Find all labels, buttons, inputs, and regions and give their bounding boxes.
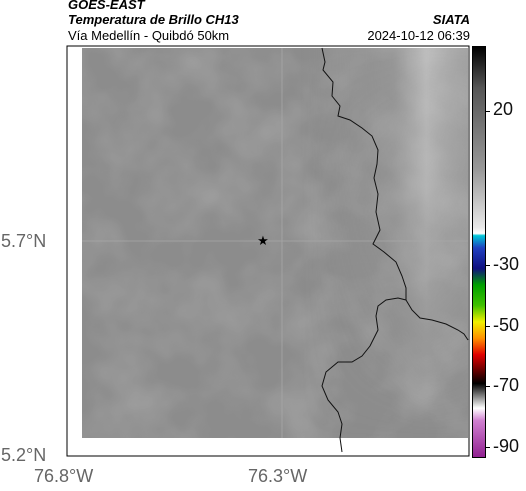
satellite-title: GOES-EAST (68, 0, 145, 12)
colorbar-tick-neg70: -70 (493, 375, 520, 395)
y-tick-5-2: 5.2°N (1, 445, 47, 465)
agency-label: SIATA (432, 12, 470, 27)
colorbar (472, 46, 486, 458)
product-title: Temperatura de Brillo CH13 (68, 12, 239, 27)
x-tick-76-3: 76.3°W (248, 466, 308, 486)
cb-tickmark (486, 111, 490, 112)
y-tick-5-7: 5.7°N (1, 231, 47, 251)
cb-tickmark (486, 326, 490, 327)
cb-tickmark (486, 265, 490, 266)
region-subtitle: Vía Medellín - Quibdó 50km (68, 28, 230, 43)
colorbar-tick-neg30: -30 (493, 254, 520, 274)
x-tick-76-8: 76.8°W (34, 466, 94, 486)
cb-tickmark (486, 447, 490, 448)
star-marker: ★ (257, 234, 269, 249)
cb-tickmark (486, 386, 490, 387)
datetime-label: 2024-10-12 06:39 (367, 28, 470, 43)
boundary-line (321, 47, 469, 453)
colorbar-tick-20: 20 (493, 99, 514, 119)
colorbar-tick-neg90: -90 (493, 436, 520, 456)
brightness-temperature-field (82, 48, 468, 438)
colorbar-tick-neg50: -50 (493, 315, 520, 335)
